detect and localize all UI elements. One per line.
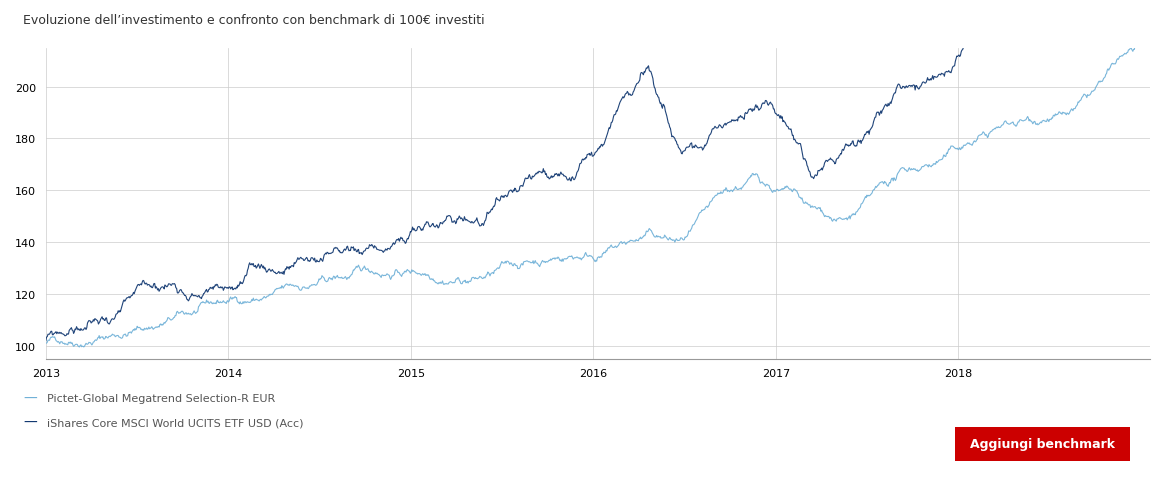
Text: —: — [23,391,37,406]
Text: —: — [23,415,37,430]
Text: Pictet-Global Megatrend Selection-R EUR: Pictet-Global Megatrend Selection-R EUR [47,394,275,403]
Text: Aggiungi benchmark: Aggiungi benchmark [970,437,1115,451]
Text: Evoluzione dell’investimento e confronto con benchmark di 100€ investiti: Evoluzione dell’investimento e confronto… [23,14,485,27]
Text: iShares Core MSCI World UCITS ETF USD (Acc): iShares Core MSCI World UCITS ETF USD (A… [47,418,303,427]
